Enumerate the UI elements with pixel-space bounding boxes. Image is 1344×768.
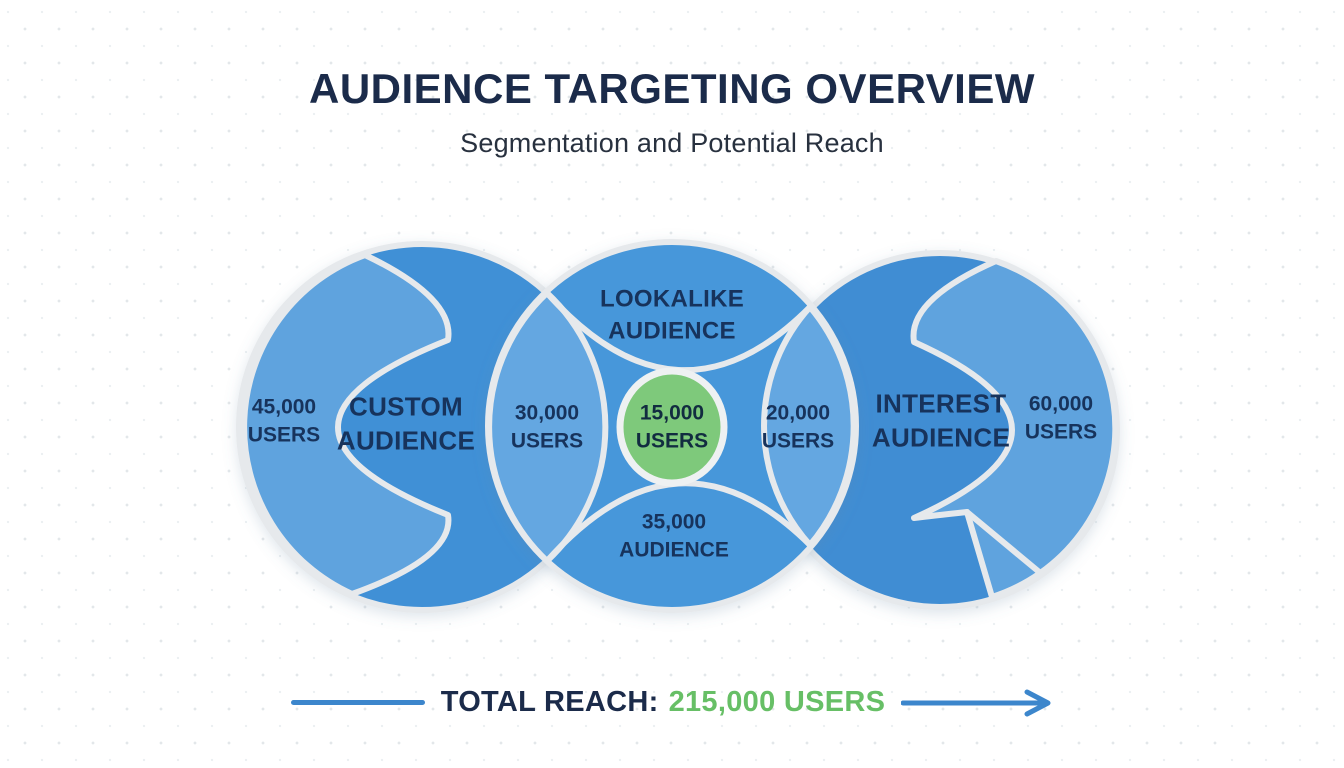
segment-lookalike-bottom-unit: AUDIENCE xyxy=(619,539,729,562)
segment-interest-only-value: 60,000 xyxy=(1028,392,1094,416)
segment-custom-lookalike-unit: USERS xyxy=(510,430,584,453)
lookalike-audience-label: LOOKALIKE AUDIENCE xyxy=(600,283,744,346)
segment-lookalike-bottom-label: 35,000 AUDIENCE xyxy=(619,509,729,566)
segment-core-unit: USERS xyxy=(635,430,709,453)
segment-custom-only-label: 45,000 USERS xyxy=(248,394,320,451)
interest-audience-line1: INTEREST xyxy=(875,388,1007,419)
segment-custom-lookalike-value: 30,000 xyxy=(514,401,580,425)
segment-lookalike-interest-value: 20,000 xyxy=(765,401,831,425)
lookalike-audience-line2: AUDIENCE xyxy=(608,317,736,344)
page-subtitle: Segmentation and Potential Reach xyxy=(460,128,884,159)
custom-audience-line2: AUDIENCE xyxy=(336,426,476,456)
interest-audience-label: INTEREST AUDIENCE xyxy=(872,387,1010,456)
segment-lookalike-interest-label: 20,000 USERS xyxy=(762,400,834,457)
total-reach-row: TOTAL REACH: 215,000 USERS xyxy=(0,686,1344,719)
segment-custom-only-value: 45,000 xyxy=(251,395,317,419)
right-arrow-icon xyxy=(901,689,1051,716)
segment-interest-only-label: 60,000 USERS xyxy=(1025,391,1097,448)
segment-lookalike-interest-unit: USERS xyxy=(761,430,835,453)
custom-audience-line1: CUSTOM xyxy=(348,391,463,422)
segment-custom-only-unit: USERS xyxy=(247,424,321,447)
total-reach-label: TOTAL REACH: xyxy=(440,686,659,718)
core-overlap-circle xyxy=(616,367,728,487)
interest-wedge-divider xyxy=(964,509,1041,574)
segment-core-value: 15,000 xyxy=(639,401,705,425)
page-title: AUDIENCE TARGETING OVERVIEW xyxy=(308,65,1035,112)
segment-custom-lookalike-label: 30,000 USERS xyxy=(511,400,583,457)
header: AUDIENCE TARGETING OVERVIEW Segmentation… xyxy=(0,65,1344,159)
total-reach-value: 215,000 USERS xyxy=(668,686,886,718)
segment-interest-only-unit: USERS xyxy=(1024,421,1098,444)
lookalike-audience-line1: LOOKALIKE xyxy=(599,285,745,313)
custom-audience-label: CUSTOM AUDIENCE xyxy=(337,390,475,459)
custom-only-segment xyxy=(241,252,452,597)
interest-audience-line2: AUDIENCE xyxy=(871,423,1011,453)
segment-core-label: 15,000 USERS xyxy=(636,400,708,457)
total-reach-text: TOTAL REACH: 215,000 USERS xyxy=(441,686,886,719)
left-rule-line xyxy=(290,700,425,705)
segment-lookalike-bottom-value: 35,000 xyxy=(641,510,707,534)
